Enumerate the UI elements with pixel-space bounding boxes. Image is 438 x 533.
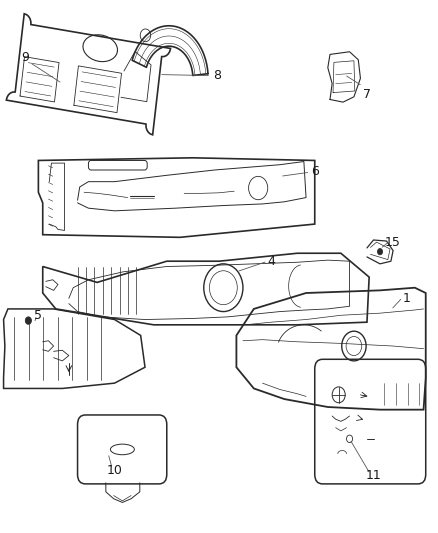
Text: 11: 11 xyxy=(366,470,381,482)
Text: 6: 6 xyxy=(311,165,319,177)
Text: 8: 8 xyxy=(213,69,221,82)
Circle shape xyxy=(378,248,383,255)
Text: 9: 9 xyxy=(21,51,29,63)
Text: 1: 1 xyxy=(402,292,410,305)
Text: 7: 7 xyxy=(363,87,371,101)
Circle shape xyxy=(25,317,32,324)
Text: 4: 4 xyxy=(267,255,275,268)
Text: 5: 5 xyxy=(34,309,42,322)
Text: 10: 10 xyxy=(106,464,123,477)
Text: 15: 15 xyxy=(385,236,401,249)
